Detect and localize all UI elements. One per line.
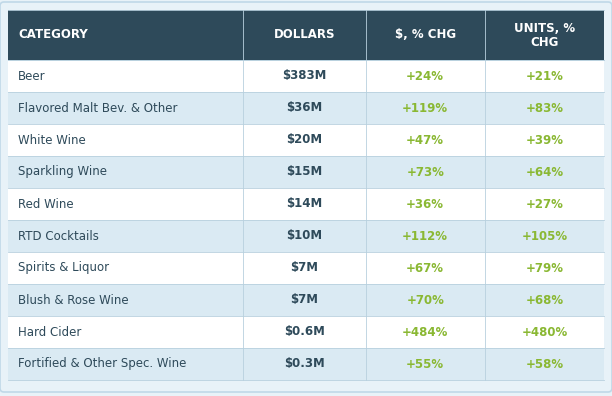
Text: +47%: +47% [406,133,444,147]
Text: $383M: $383M [282,70,327,82]
Text: Flavored Malt Bev. & Other: Flavored Malt Bev. & Other [18,101,177,114]
Bar [8,124,604,156]
Bar [8,252,604,284]
Bar [8,92,604,124]
Text: $14M: $14M [286,198,323,211]
Bar [8,188,604,220]
Text: $10M: $10M [286,230,323,242]
Text: +79%: +79% [525,261,564,274]
Text: UNITS, %
CHG: UNITS, % CHG [514,21,575,48]
Text: $0.6M: $0.6M [284,326,325,339]
Text: $7M: $7M [291,261,318,274]
Text: Fortified & Other Spec. Wine: Fortified & Other Spec. Wine [18,358,187,371]
Text: RTD Cocktails: RTD Cocktails [18,230,99,242]
Text: Sparkling Wine: Sparkling Wine [18,166,107,179]
Text: +112%: +112% [402,230,448,242]
Text: +73%: +73% [406,166,444,179]
Text: +83%: +83% [525,101,564,114]
Text: $36M: $36M [286,101,323,114]
Text: CATEGORY: CATEGORY [18,29,88,42]
Bar [8,284,604,316]
Text: Spirits & Liquor: Spirits & Liquor [18,261,109,274]
Text: +55%: +55% [406,358,444,371]
Text: +27%: +27% [526,198,563,211]
Text: +58%: +58% [525,358,564,371]
Text: +21%: +21% [526,70,563,82]
Text: +67%: +67% [406,261,444,274]
Text: Blush & Rose Wine: Blush & Rose Wine [18,293,129,307]
Text: +480%: +480% [521,326,567,339]
Text: $0.3M: $0.3M [284,358,325,371]
Text: +119%: +119% [402,101,448,114]
Text: $, % CHG: $, % CHG [395,29,456,42]
Bar [8,316,604,348]
Text: +64%: +64% [525,166,564,179]
Text: +484%: +484% [402,326,449,339]
Text: $20M: $20M [286,133,323,147]
Text: +105%: +105% [521,230,567,242]
Bar [8,10,604,60]
Text: DOLLARS: DOLLARS [274,29,335,42]
Text: +68%: +68% [525,293,564,307]
Text: White Wine: White Wine [18,133,86,147]
Bar [8,60,604,92]
Bar [8,348,604,380]
Text: $7M: $7M [291,293,318,307]
Bar [8,156,604,188]
Text: +36%: +36% [406,198,444,211]
Text: Hard Cider: Hard Cider [18,326,81,339]
Text: Beer: Beer [18,70,46,82]
Bar [8,220,604,252]
Text: +70%: +70% [406,293,444,307]
Text: +39%: +39% [525,133,564,147]
Text: $15M: $15M [286,166,323,179]
Text: +24%: +24% [406,70,444,82]
Text: Red Wine: Red Wine [18,198,73,211]
